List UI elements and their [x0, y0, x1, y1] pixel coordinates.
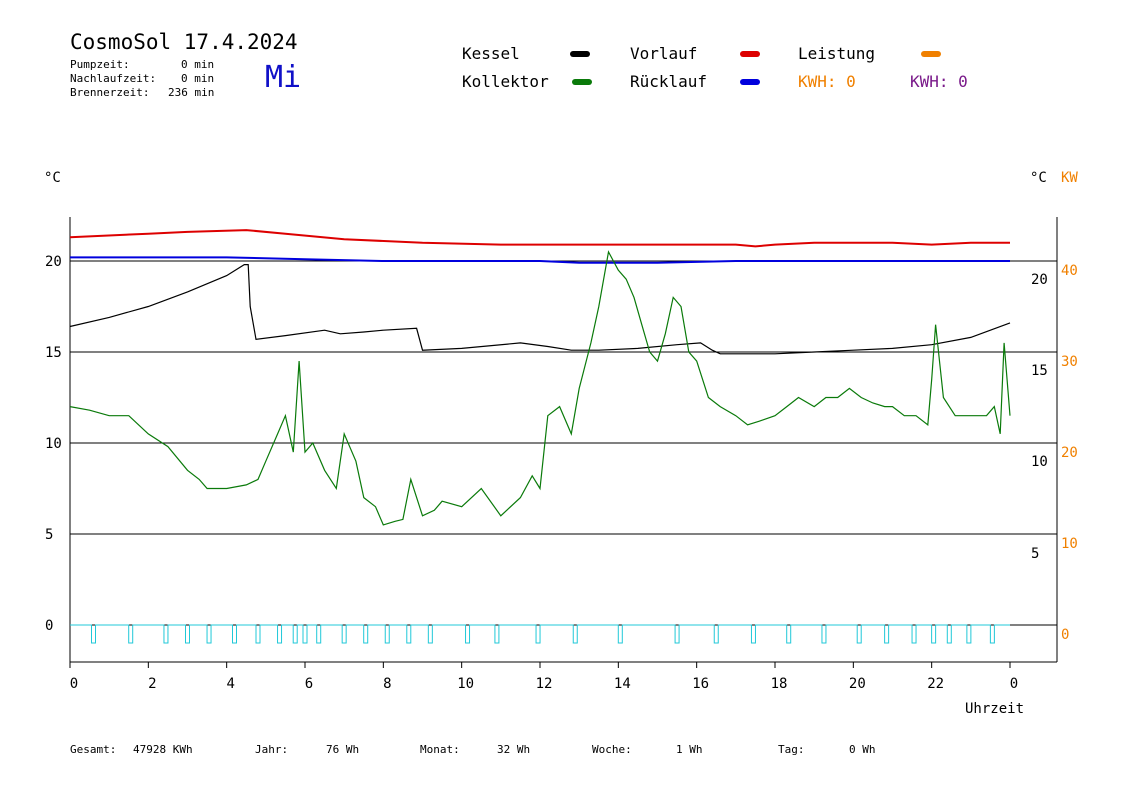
footer-jahr-label: Jahr: — [255, 743, 289, 756]
legend-ruecklauf-swatch — [740, 79, 760, 85]
right-axis-unit-kw: KW — [1061, 170, 1078, 186]
legend-kwh-total: KWH: 0 — [910, 72, 968, 91]
legend-ruecklauf-label: Rücklauf — [630, 72, 708, 91]
left-axis-unit: °C — [44, 170, 61, 186]
x-tick-label: 6 — [305, 676, 313, 692]
right-kw-tick-label: 10 — [1061, 536, 1078, 552]
x-tick-label: 8 — [383, 676, 391, 692]
x-tick-label: 0 — [70, 676, 78, 692]
series-vorlauf-line — [69, 229, 1010, 248]
x-axis-label: Uhrzeit — [965, 701, 1025, 717]
series-rcklauf-line — [70, 256, 1010, 264]
brennerzeit-value: 236 min — [168, 86, 215, 99]
x-tick-label: 4 — [226, 676, 234, 692]
legend-kollektor-label: Kollektor — [462, 72, 549, 91]
footer-jahr-value: 76 Wh — [326, 743, 360, 756]
legend-kollektor-swatch — [572, 79, 592, 85]
footer-gesamt-label: Gesamt: — [70, 743, 117, 756]
x-tick-label: 14 — [614, 676, 631, 692]
footer-tag-label: Tag: — [778, 743, 805, 756]
x-tick-label: 16 — [692, 676, 709, 692]
legend-kessel-label: Kessel — [462, 44, 520, 63]
left-tick-label: 15 — [45, 345, 62, 361]
right-c-tick-label: 5 — [1031, 546, 1039, 562]
x-tick-label: 2 — [148, 676, 156, 692]
footer-monat-label: Monat: — [420, 743, 460, 756]
pumpzeit-value: 0 min — [181, 58, 215, 71]
footer-woche-label: Woche: — [592, 743, 632, 756]
x-tick-label: 0 — [1010, 676, 1018, 692]
right-c-tick-label: 10 — [1031, 454, 1048, 470]
right-kw-tick-label: 40 — [1061, 263, 1078, 279]
footer-monat-value: 32 Wh — [497, 743, 531, 756]
x-tick-label: 22 — [927, 676, 944, 692]
right-axis-unit-c: °C — [1030, 170, 1047, 186]
left-tick-label: 5 — [45, 527, 53, 543]
left-tick-label: 10 — [45, 436, 62, 452]
legend-leistung-label: Leistung — [798, 44, 876, 63]
footer-tag-value: 0 Wh — [849, 743, 876, 756]
chart-title: CosmoSol 17.4.2024 — [70, 30, 298, 54]
x-tick-label: 18 — [771, 676, 788, 692]
legend-kwh-leistung: KWH: 0 — [798, 72, 856, 91]
x-tick-label: 12 — [536, 676, 553, 692]
legend-leistung-swatch — [921, 51, 941, 57]
right-kw-tick-label: 30 — [1061, 354, 1078, 370]
brennerzeit-label: Brennerzeit: — [70, 86, 150, 99]
footer-gesamt-value: 47928 KWh — [133, 743, 193, 756]
nachlaufzeit-label: Nachlaufzeit: — [70, 72, 157, 85]
weekday-label: Mi — [265, 60, 302, 95]
right-kw-tick-label: 0 — [1061, 627, 1069, 643]
legend-kessel-swatch — [570, 51, 590, 57]
x-tick-label: 10 — [457, 676, 474, 692]
right-c-tick-label: 15 — [1031, 363, 1048, 379]
pumpzeit-label: Pumpzeit: — [70, 58, 130, 71]
nachlaufzeit-value: 0 min — [181, 72, 215, 85]
legend-vorlauf-label: Vorlauf — [630, 44, 698, 63]
left-tick-label: 0 — [45, 618, 53, 634]
left-tick-label: 20 — [45, 254, 62, 270]
right-c-tick-label: 20 — [1031, 272, 1048, 288]
right-kw-tick-label: 20 — [1061, 445, 1078, 461]
x-tick-label: 20 — [849, 676, 866, 692]
legend-vorlauf-swatch — [740, 51, 760, 57]
series-pump-line — [70, 624, 1010, 644]
series-kollektor-line — [69, 250, 1011, 526]
series-kessel-line — [69, 264, 1011, 355]
footer-woche-value: 1 Wh — [676, 743, 703, 756]
